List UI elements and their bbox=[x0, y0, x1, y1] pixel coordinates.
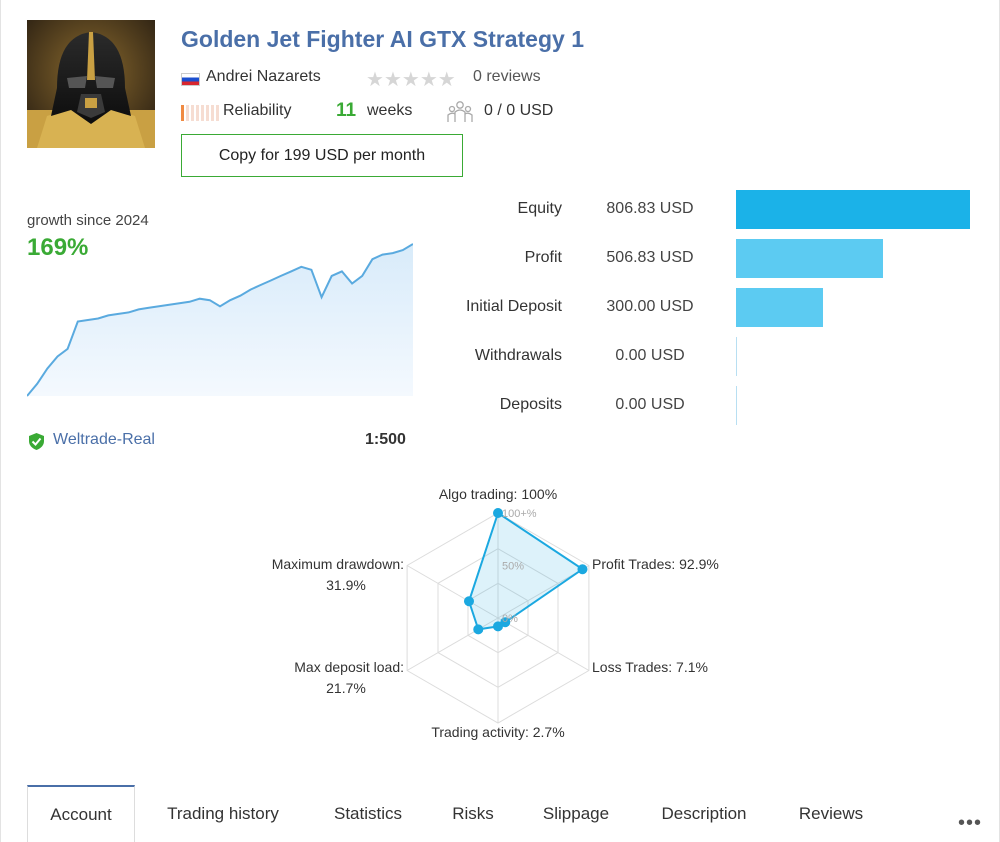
balance-bar[interactable] bbox=[736, 386, 737, 425]
radar-point bbox=[493, 508, 503, 518]
balance-label: Withdrawals bbox=[474, 347, 562, 364]
radar-tick-label: 0% bbox=[502, 613, 518, 625]
weeks-label: weeks bbox=[367, 102, 413, 119]
reliability-label: Reliability bbox=[223, 102, 292, 119]
star-icon: ★ bbox=[383, 69, 402, 91]
star-icon: ★ bbox=[401, 69, 420, 91]
rating-stars: ★★★★★ bbox=[366, 67, 456, 92]
growth-line bbox=[27, 243, 413, 397]
radar-axis-label: Max deposit load: 21.7% bbox=[294, 659, 404, 696]
radar-point bbox=[493, 621, 503, 632]
balance-label: Deposits bbox=[499, 396, 562, 413]
radar-axis bbox=[497, 617, 590, 671]
russia-flag-icon bbox=[181, 73, 200, 86]
radar-axis-label: Trading activity: 2.7% bbox=[431, 724, 564, 740]
radar-point bbox=[463, 596, 474, 607]
tab-description[interactable]: Description bbox=[661, 803, 747, 823]
verified-shield-icon bbox=[29, 433, 44, 450]
reviews-count[interactable]: 0 reviews bbox=[473, 68, 541, 85]
balance-label: Initial Deposit bbox=[465, 298, 562, 315]
star-icon: ★ bbox=[419, 69, 438, 91]
radar-axis bbox=[406, 617, 499, 671]
radar-axis bbox=[406, 565, 499, 619]
signal-avatar[interactable] bbox=[27, 20, 155, 148]
radar-area bbox=[467, 511, 585, 631]
tab-reviews[interactable]: Reviews bbox=[798, 803, 864, 823]
tab-trading-history[interactable]: Trading history bbox=[167, 803, 279, 823]
star-icon: ★ bbox=[366, 69, 384, 91]
subscribers-icon bbox=[447, 101, 473, 122]
growth-chart[interactable] bbox=[27, 240, 413, 400]
radar-axis-label: Loss Trades: 7.1% bbox=[592, 659, 708, 675]
balance-bar[interactable] bbox=[736, 190, 970, 229]
signal-title: Golden Jet Fighter AI GTX Strategy 1 bbox=[181, 26, 584, 52]
radar-tick-label: 50% bbox=[502, 561, 524, 573]
radar-point bbox=[500, 617, 511, 628]
tab-slippage[interactable]: Slippage bbox=[542, 803, 610, 823]
tab-account[interactable]: Account bbox=[27, 785, 135, 842]
subscribers-count: 0 / 0 USD bbox=[484, 102, 554, 119]
balance-bar[interactable] bbox=[736, 239, 883, 278]
radar-tick-label: 100+% bbox=[502, 508, 537, 520]
balance-label: Equity bbox=[517, 200, 562, 217]
leverage-value: 1:500 bbox=[365, 431, 406, 448]
reliability-bars-icon bbox=[181, 105, 219, 121]
balance-value: 0.00 USD bbox=[615, 396, 685, 413]
balance-value: 0.00 USD bbox=[615, 347, 685, 364]
more-icon[interactable]: ••• bbox=[958, 812, 983, 834]
radar-chart: 100+% 50% 0% Algo trading: 100% Profit Trade… bbox=[272, 486, 719, 740]
balance-bar[interactable] bbox=[736, 337, 737, 376]
radar-point bbox=[577, 564, 588, 575]
radar-axis-label: Algo trading: 100% bbox=[439, 486, 557, 502]
balance-value: 300.00 USD bbox=[606, 298, 694, 315]
growth-label: growth since 2024 bbox=[27, 212, 149, 229]
growth-area bbox=[27, 244, 413, 396]
author-link[interactable]: Andrei Nazarets bbox=[206, 68, 321, 85]
radar-point bbox=[473, 624, 484, 635]
broker-link[interactable]: Weltrade-Real bbox=[53, 431, 155, 448]
copy-signal-button[interactable]: Copy for 199 USD per month bbox=[181, 134, 463, 177]
balance-value: 506.83 USD bbox=[606, 249, 694, 266]
tab-statistics[interactable]: Statistics bbox=[333, 803, 403, 823]
radar-axis-label: Maximum drawdown: 31.9% bbox=[272, 556, 404, 593]
weeks-count: 11 bbox=[336, 100, 357, 121]
balance-bar[interactable] bbox=[736, 288, 823, 327]
tab-bar: Account Trading history Statistics Risks Sli… bbox=[0, 785, 1000, 842]
balance-value: 806.83 USD bbox=[606, 200, 694, 217]
radar-axis-label: Profit Trades: 92.9% bbox=[592, 556, 719, 572]
balance-label: Profit bbox=[524, 249, 562, 266]
star-icon: ★ bbox=[437, 69, 456, 91]
growth-value: 169% bbox=[27, 234, 89, 261]
tab-risks[interactable]: Risks bbox=[452, 803, 494, 823]
